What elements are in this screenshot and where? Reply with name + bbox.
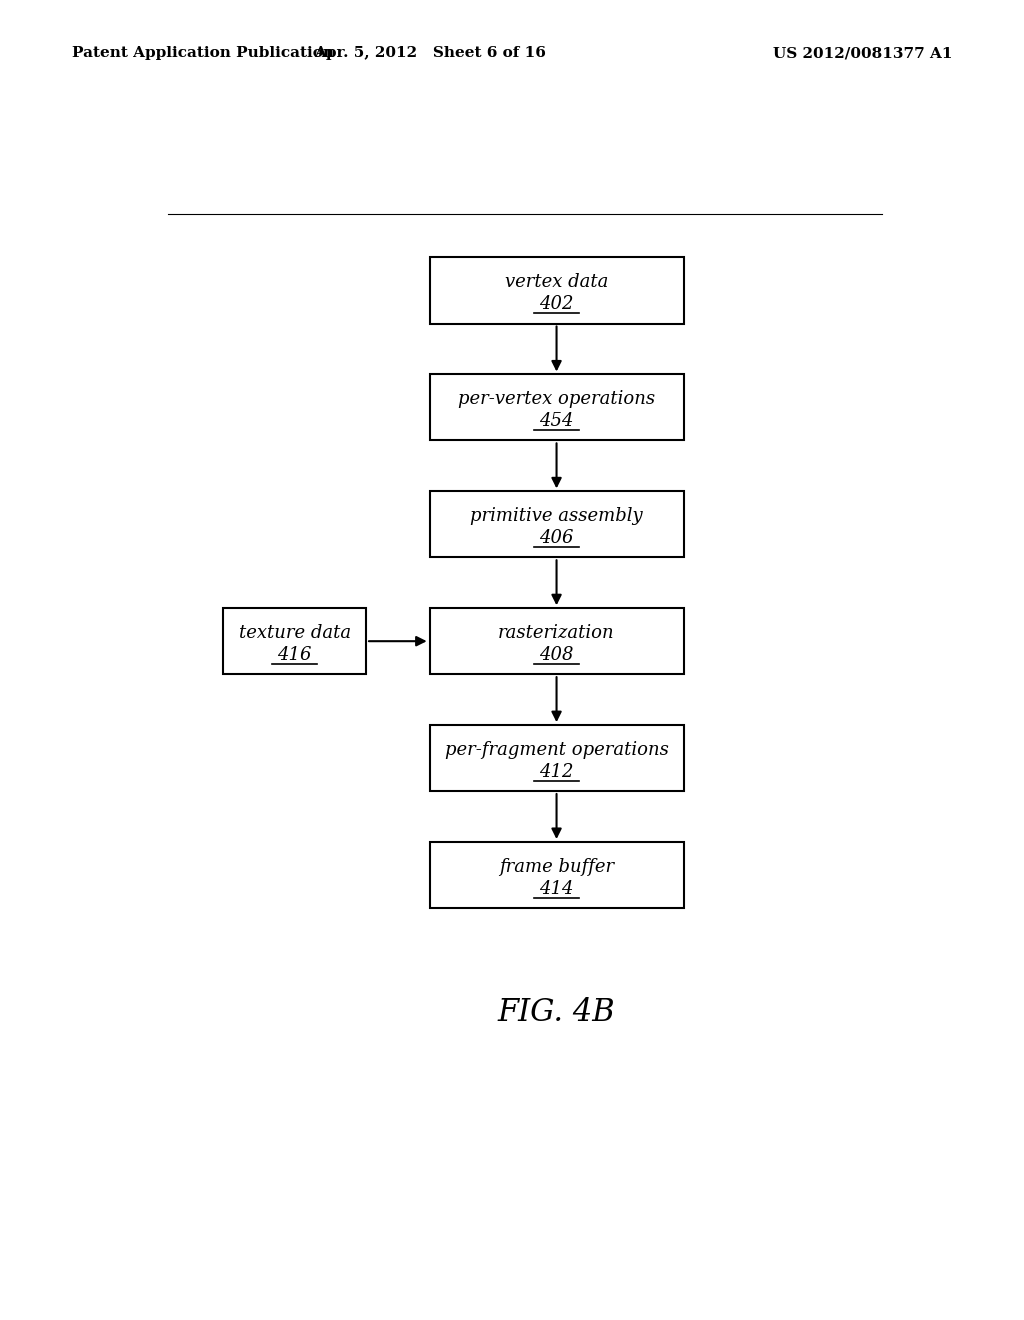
Text: Apr. 5, 2012   Sheet 6 of 16: Apr. 5, 2012 Sheet 6 of 16 [314,46,546,61]
Text: frame buffer: frame buffer [499,858,614,876]
Bar [430,491,684,557]
Text: vertex data: vertex data [505,273,608,292]
Text: per-fragment operations: per-fragment operations [444,741,669,759]
Text: 414: 414 [540,879,573,898]
Text: 408: 408 [540,645,573,664]
Text: rasterization: rasterization [499,624,614,642]
Bar [430,257,684,323]
Text: US 2012/0081377 A1: US 2012/0081377 A1 [773,46,952,61]
Text: 454: 454 [540,412,573,430]
Bar [430,725,684,791]
Text: 406: 406 [540,529,573,546]
Text: 416: 416 [278,645,312,664]
Text: texture data: texture data [239,624,350,642]
Bar [430,842,684,908]
Text: 412: 412 [540,763,573,781]
Bar [430,609,684,675]
Bar [223,609,367,675]
Text: primitive assembly: primitive assembly [470,507,643,525]
Text: FIG. 4B: FIG. 4B [498,997,615,1028]
Text: 402: 402 [540,296,573,313]
Text: per-vertex operations: per-vertex operations [458,391,655,408]
Bar [430,375,684,441]
Text: Patent Application Publication: Patent Application Publication [72,46,334,61]
